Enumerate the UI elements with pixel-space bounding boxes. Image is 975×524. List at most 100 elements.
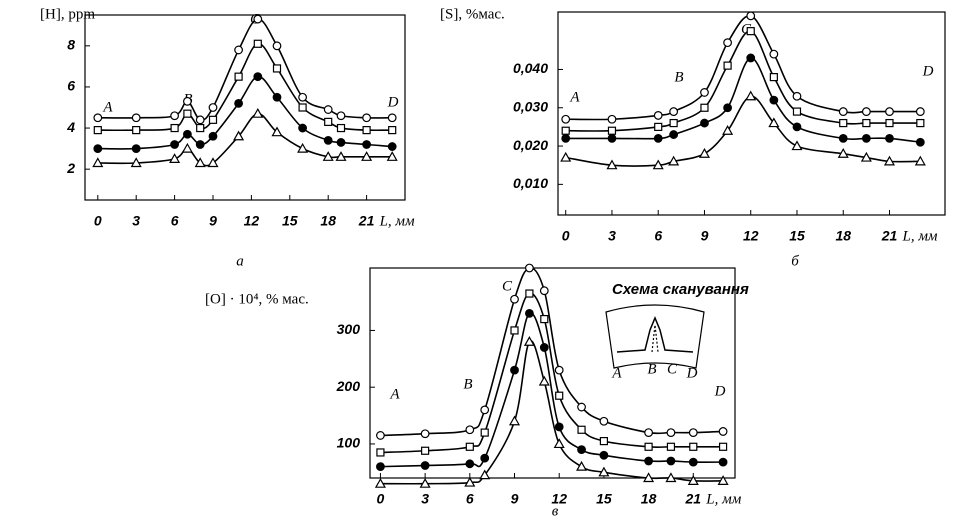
marker-circle: [669, 107, 679, 116]
marker-triangle: [130, 157, 142, 168]
marker-filled-circle: [362, 140, 372, 149]
inset-title: Схема сканування: [612, 281, 749, 298]
marker-filled-circle: [561, 133, 571, 143]
marker-square: [132, 126, 141, 135]
marker-filled-circle: [539, 343, 549, 352]
marker-square: [480, 428, 489, 437]
x-tick-label: 3: [132, 213, 140, 229]
marker-filled-circle: [376, 462, 385, 472]
marker-square: [208, 115, 218, 124]
marker-square: [510, 326, 519, 335]
x-tick-label: 0: [562, 228, 570, 244]
marker-filled-circle: [323, 135, 333, 145]
marker-circle: [700, 88, 709, 97]
x-tick-label: 15: [282, 213, 298, 229]
y-tick-label: 4: [66, 119, 75, 135]
x-tick-label: 21: [684, 491, 701, 507]
marker-circle: [510, 294, 519, 304]
series-line: [97, 75, 393, 150]
marker-triangle: [508, 415, 521, 426]
caption: а: [236, 253, 244, 269]
marker-square: [234, 72, 243, 81]
marker-filled-circle: [195, 140, 205, 149]
marker-square: [183, 109, 192, 118]
series-line: [565, 30, 921, 132]
x-tick-label: 3: [608, 228, 616, 244]
marker-triangle: [271, 126, 283, 137]
marker-circle: [723, 38, 733, 48]
marker-square: [607, 126, 617, 135]
marker-triangle: [479, 469, 491, 480]
annotation: B: [463, 376, 472, 392]
y-tick-label: 0,040: [513, 60, 548, 76]
marker-filled-circle: [420, 461, 430, 470]
marker-circle: [885, 107, 894, 116]
marker-filled-circle: [746, 53, 756, 63]
annotation: A: [569, 89, 580, 105]
marker-square: [421, 446, 430, 455]
marker-square: [324, 117, 333, 126]
caption: б: [791, 253, 799, 269]
marker-triangle: [194, 157, 206, 168]
marker-triangle: [464, 476, 476, 487]
marker-square: [669, 118, 678, 128]
marker-filled-circle: [577, 445, 586, 455]
annotation: A: [102, 99, 113, 115]
marker-circle: [644, 428, 653, 437]
marker-triangle: [297, 142, 309, 153]
x-tick-label: 12: [551, 491, 567, 507]
marker-triangle: [643, 472, 655, 483]
x-tick-label: 3: [421, 491, 429, 507]
marker-filled-circle: [387, 142, 397, 151]
marker-triangle: [335, 151, 347, 161]
plot-frame: [84, 14, 406, 201]
marker-square: [561, 126, 570, 135]
marker-circle: [362, 113, 372, 123]
marker-square: [769, 73, 778, 82]
y-tick-label: 0,030: [513, 98, 548, 114]
marker-triangle: [181, 142, 193, 153]
marker-triangle: [553, 438, 565, 449]
annotation: C: [502, 278, 513, 294]
marker-square: [723, 61, 732, 70]
marker-circle: [93, 113, 103, 123]
marker-filled-circle: [599, 450, 609, 460]
marker-triangle: [207, 157, 219, 168]
marker-filled-circle: [480, 453, 490, 463]
marker-square: [362, 126, 371, 135]
annotation: D: [714, 383, 726, 399]
marker-filled-circle: [885, 133, 894, 143]
marker-triangle: [523, 336, 535, 346]
marker-triangle: [92, 157, 104, 168]
x-tick-label: 18: [641, 491, 657, 507]
marker-filled-circle: [510, 365, 519, 375]
marker-triangle: [560, 151, 572, 162]
marker-triangle: [386, 151, 398, 161]
marker-square: [253, 39, 262, 48]
marker-circle: [182, 96, 192, 106]
inset-label: C: [667, 361, 678, 377]
x-tick-label: 21: [358, 213, 375, 229]
marker-circle: [688, 428, 698, 437]
marker-filled-circle: [336, 138, 346, 147]
x-axis-label: L, мм: [379, 213, 415, 229]
marker-circle: [607, 114, 617, 124]
marker-filled-circle: [131, 144, 141, 154]
y-tick-label: 0,010: [513, 175, 548, 191]
marker-circle: [298, 92, 308, 102]
marker-square: [792, 107, 802, 116]
marker-square: [525, 289, 534, 298]
marker-circle: [480, 405, 490, 415]
marker-filled-circle: [208, 131, 218, 141]
marker-triangle: [374, 477, 386, 488]
marker-circle: [525, 263, 534, 273]
marker-triangle: [722, 125, 734, 135]
marker-triangle: [606, 159, 618, 170]
marker-square: [644, 442, 653, 451]
marker-triangle: [665, 472, 677, 483]
annotation: D: [387, 94, 399, 110]
marker-filled-circle: [554, 422, 564, 432]
y-tick-label: 100: [337, 435, 361, 451]
